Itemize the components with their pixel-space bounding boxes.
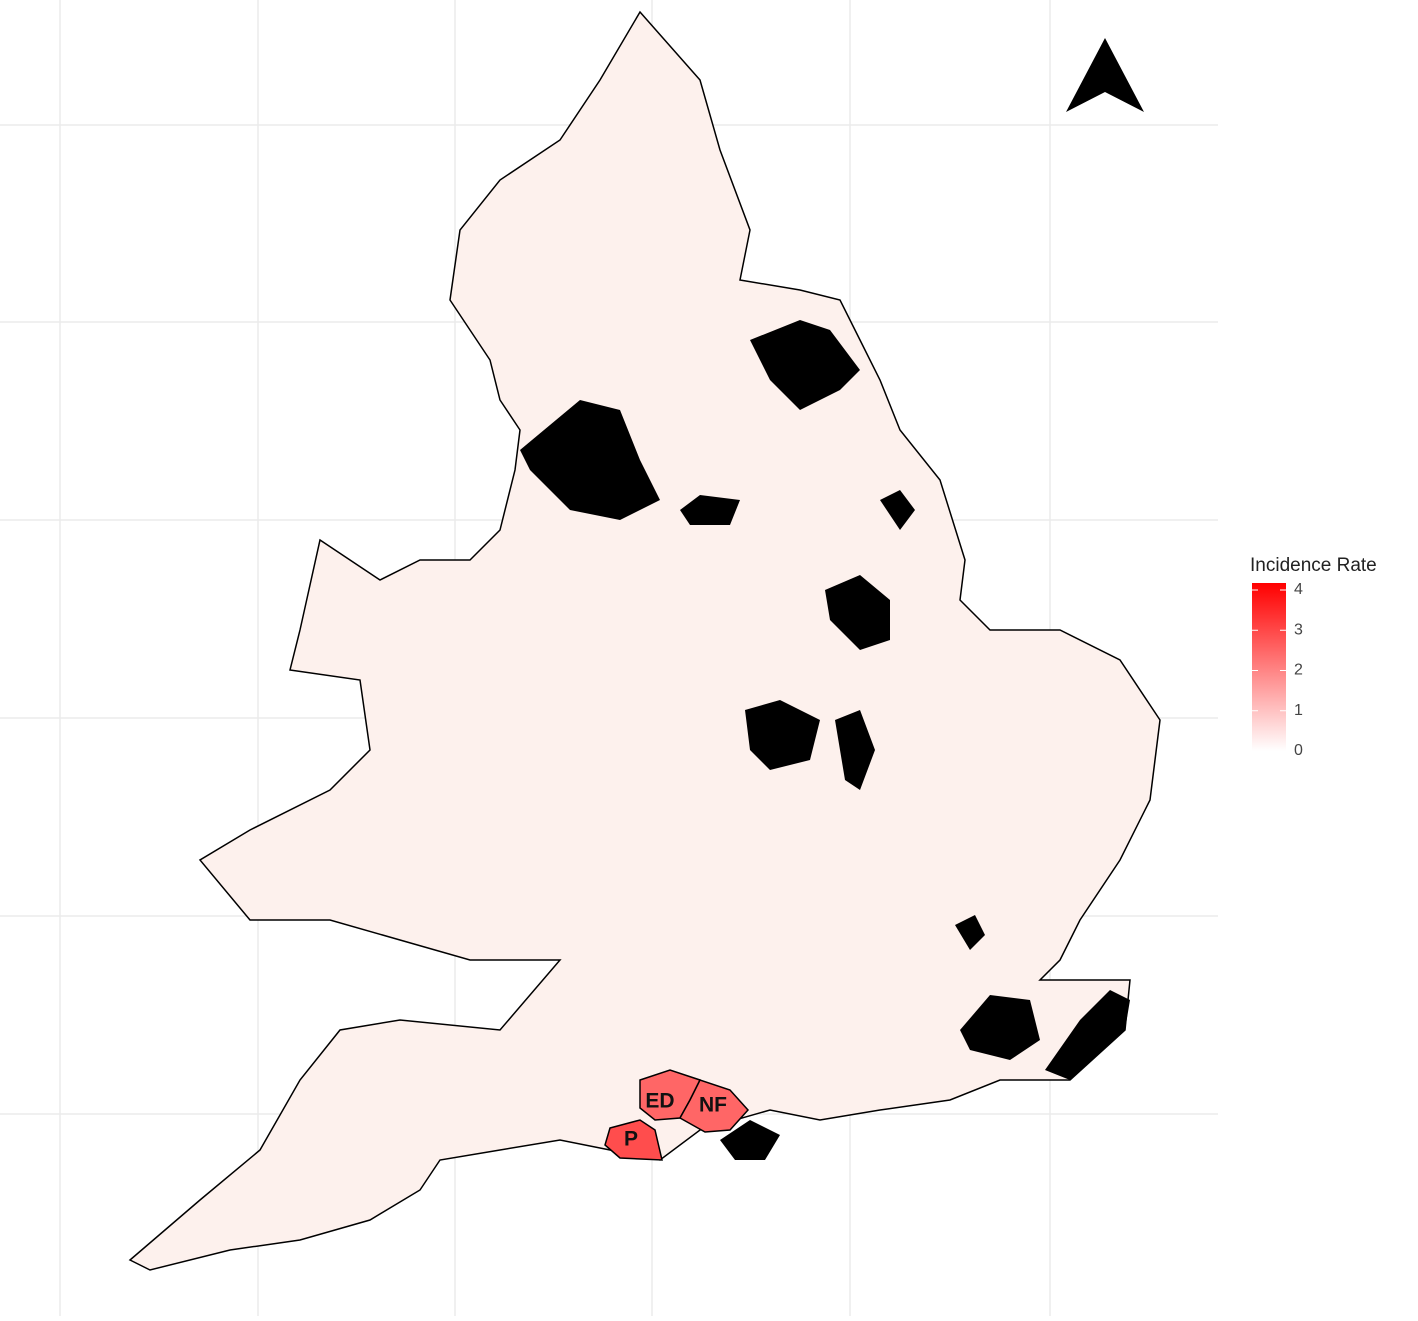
- no-data-area: [955, 915, 985, 950]
- no-data-area: [1045, 990, 1130, 1080]
- legend-ticks: 0 1 2 3 4: [1252, 581, 1303, 759]
- region-label: ED: [645, 1090, 674, 1113]
- north-arrow: [1066, 38, 1144, 112]
- legend-tick-label: 2: [1294, 662, 1303, 679]
- no-data-area: [680, 495, 740, 525]
- legend-tick-label: 3: [1294, 621, 1303, 638]
- highlighted-regions: ED NF P: [604, 1069, 750, 1161]
- no-data-area: [960, 995, 1040, 1060]
- no-data-area: [520, 400, 660, 520]
- no-data-area: [750, 320, 860, 410]
- region-label: P: [624, 1128, 638, 1151]
- no-data-area: [835, 710, 875, 790]
- region: [678, 1079, 750, 1133]
- legend-tick-label: 4: [1294, 581, 1303, 598]
- england-wales: [128, 10, 1161, 1271]
- legend-title: Incidence Rate: [1250, 555, 1377, 576]
- no-data-areas: [520, 320, 1130, 1160]
- legend-tick-label: 1: [1294, 702, 1303, 719]
- no-data-area: [720, 1120, 780, 1160]
- region: [604, 1119, 663, 1161]
- legend-tick-label: 0: [1294, 742, 1303, 759]
- legend-colorbar: [1252, 583, 1286, 751]
- region-label: NF: [699, 1094, 727, 1117]
- no-data-area: [825, 575, 890, 650]
- no-data-area: [880, 490, 915, 530]
- no-data-area: [745, 700, 820, 770]
